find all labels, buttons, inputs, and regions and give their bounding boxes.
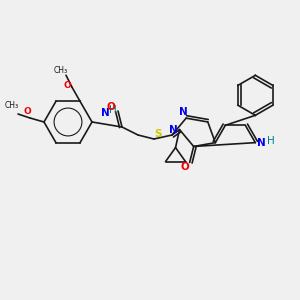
Text: N: N xyxy=(100,108,109,118)
Text: O: O xyxy=(63,81,71,90)
Text: N: N xyxy=(257,138,266,148)
Text: O: O xyxy=(180,163,189,172)
Text: N: N xyxy=(169,124,178,135)
Text: CH₃: CH₃ xyxy=(54,66,68,75)
Text: H: H xyxy=(268,136,275,146)
Text: H: H xyxy=(109,105,117,115)
Text: N: N xyxy=(179,107,188,117)
Text: S: S xyxy=(154,129,162,139)
Text: O: O xyxy=(106,102,116,112)
Text: CH₃: CH₃ xyxy=(5,101,19,110)
Text: O: O xyxy=(23,107,31,116)
